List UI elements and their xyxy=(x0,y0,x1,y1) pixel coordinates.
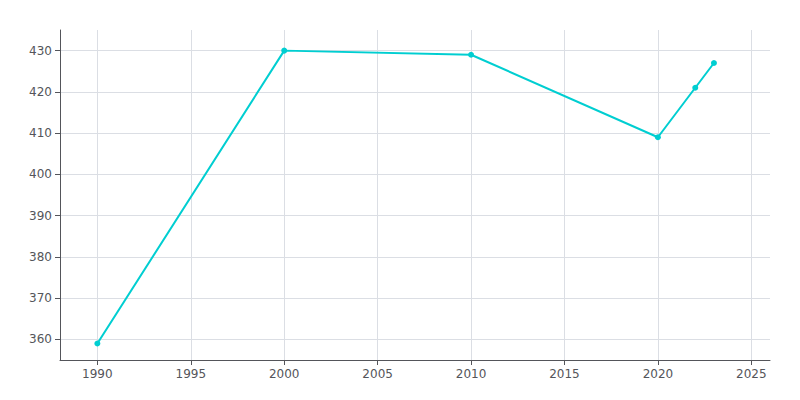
svg-text:1995: 1995 xyxy=(176,367,207,381)
svg-text:400: 400 xyxy=(29,167,52,181)
svg-text:2005: 2005 xyxy=(362,367,393,381)
svg-text:2025: 2025 xyxy=(736,367,767,381)
svg-text:2010: 2010 xyxy=(456,367,487,381)
svg-text:430: 430 xyxy=(29,44,52,58)
svg-text:390: 390 xyxy=(29,209,52,223)
svg-text:370: 370 xyxy=(29,291,52,305)
svg-text:2015: 2015 xyxy=(549,367,580,381)
svg-text:1990: 1990 xyxy=(82,367,113,381)
svg-text:410: 410 xyxy=(29,126,52,140)
svg-text:420: 420 xyxy=(29,85,52,99)
svg-text:360: 360 xyxy=(29,332,52,346)
svg-text:380: 380 xyxy=(29,250,52,264)
svg-text:2020: 2020 xyxy=(643,367,674,381)
svg-text:2000: 2000 xyxy=(269,367,300,381)
